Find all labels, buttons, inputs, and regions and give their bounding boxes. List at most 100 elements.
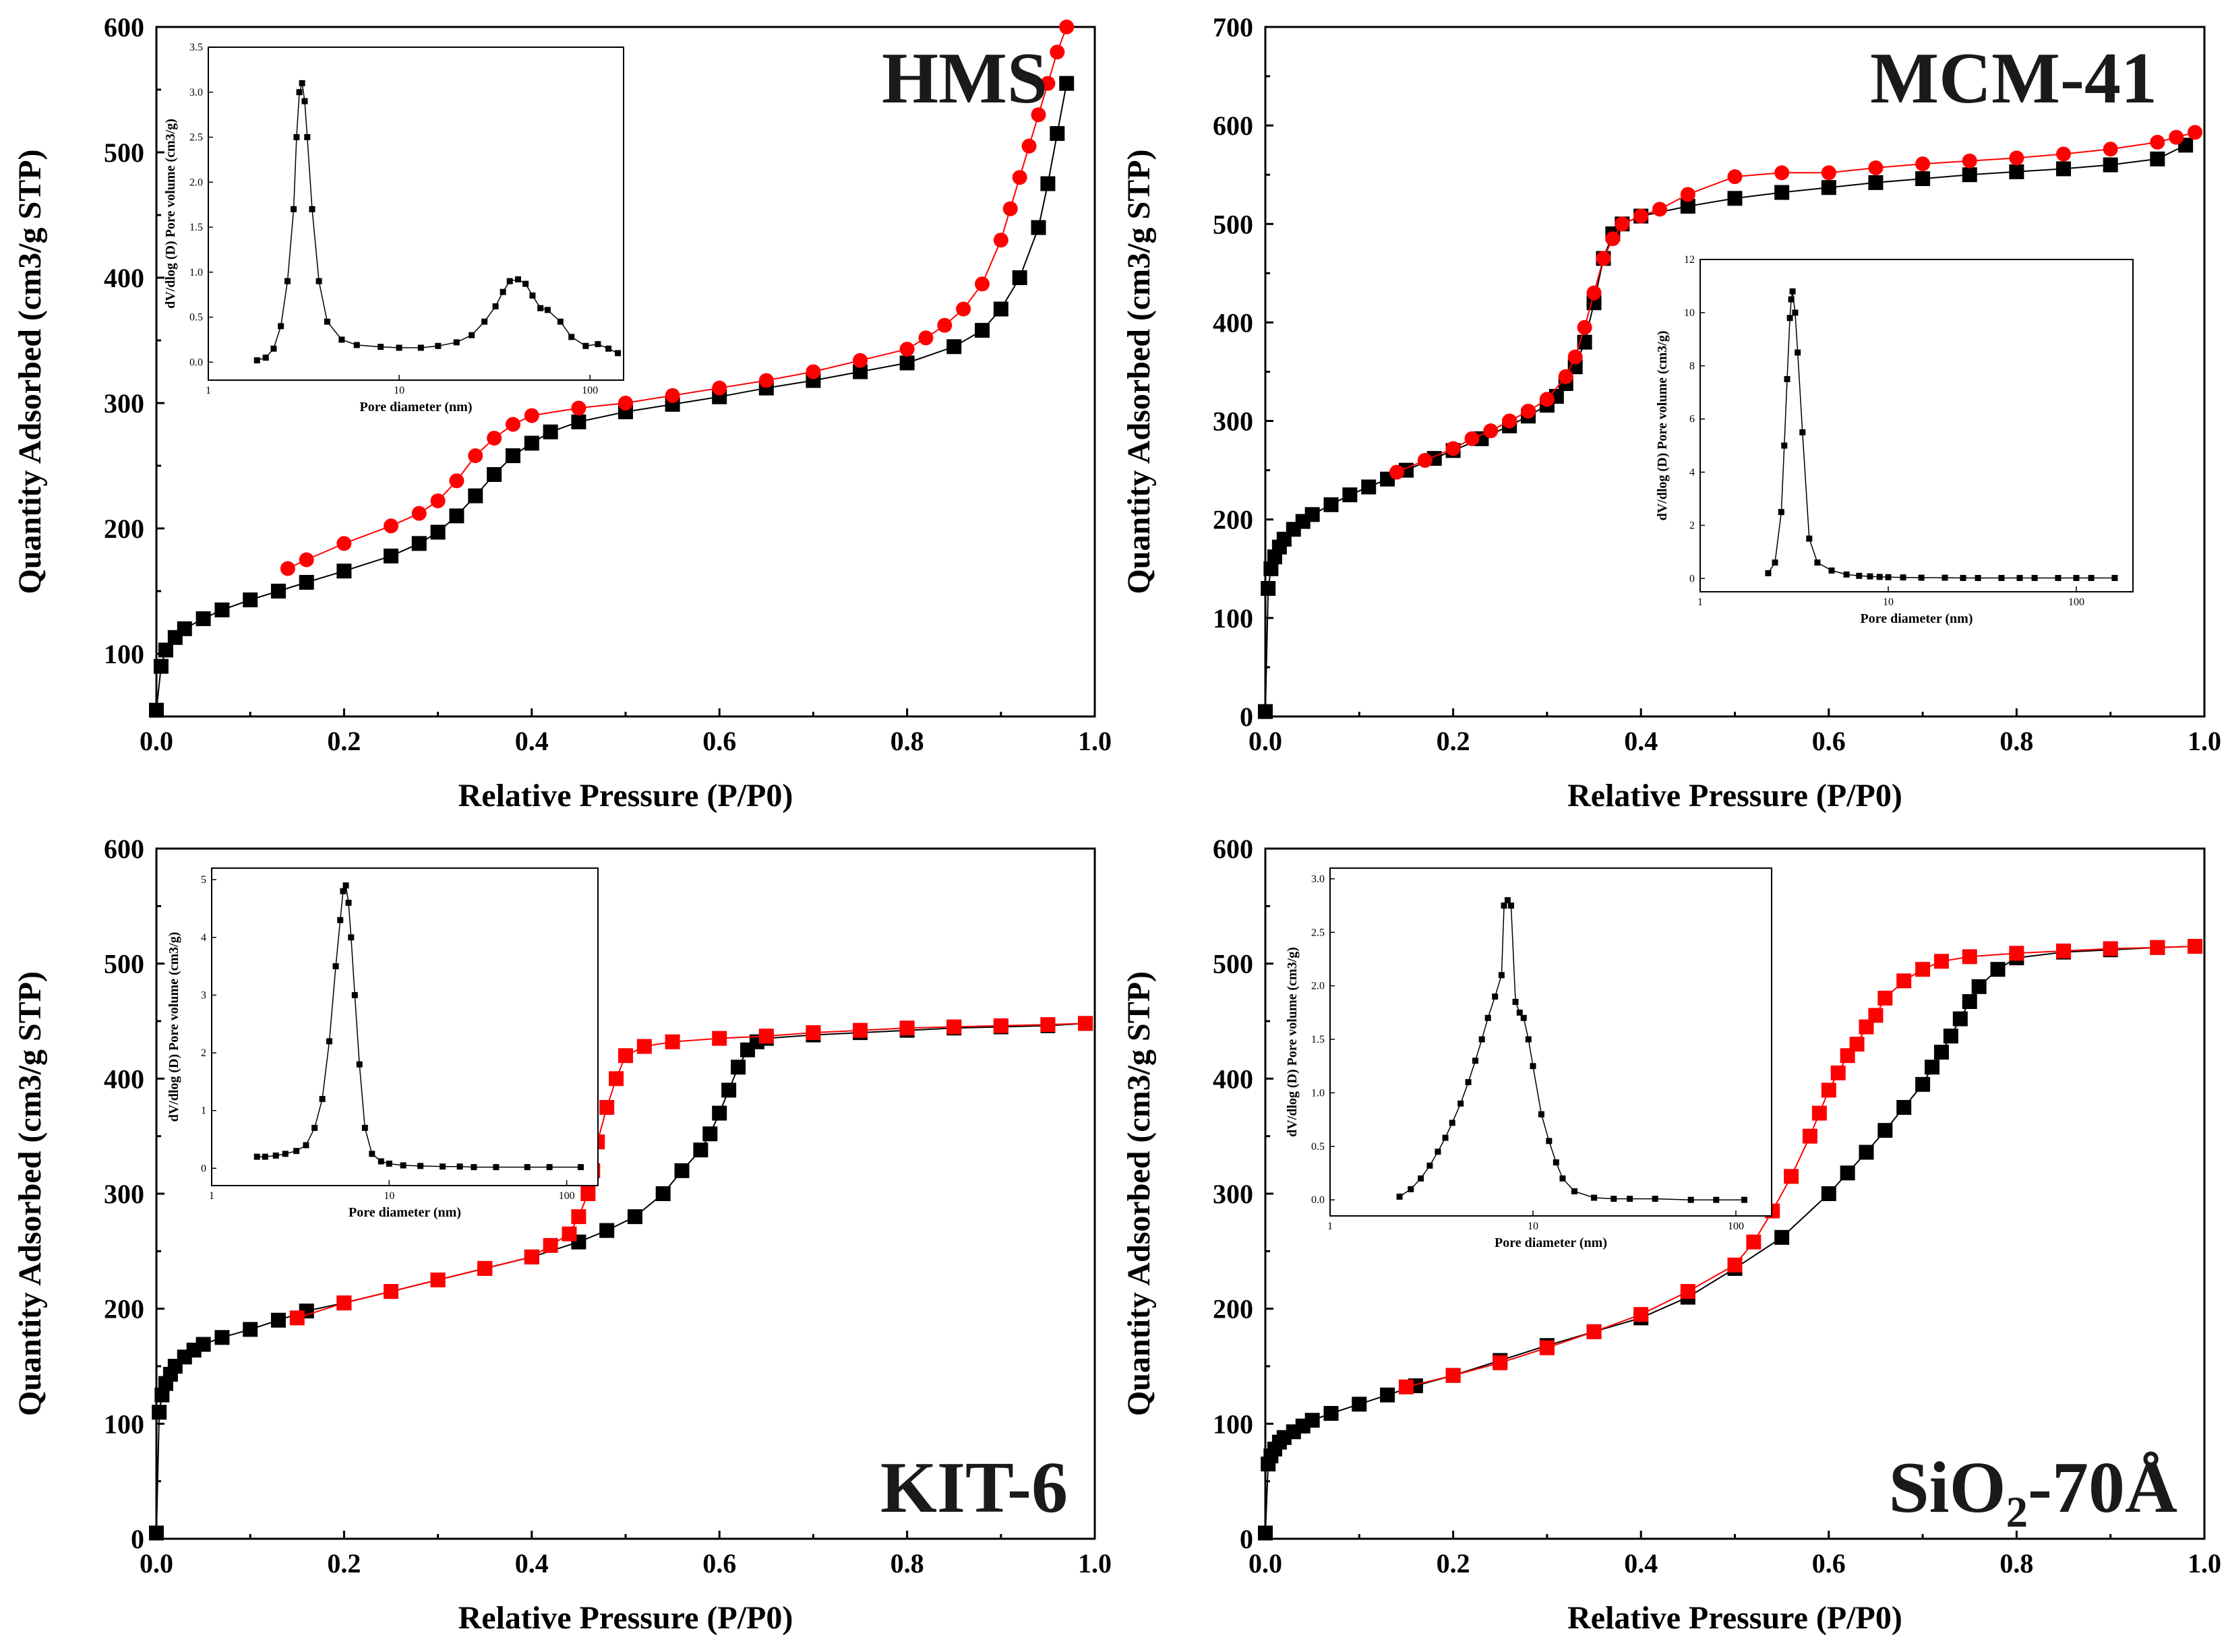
inset-y-axis-title: dV/dlog (D) Pore volume (cm3/g) — [1655, 331, 1670, 521]
adsorption-point — [430, 524, 446, 540]
desorption-point — [1933, 954, 1949, 969]
inset-point — [253, 1153, 260, 1160]
y-tick-label: 200 — [1213, 1294, 1253, 1324]
adsorption-point — [1261, 581, 1276, 596]
adsorption-point — [336, 563, 352, 579]
inset-point — [1765, 570, 1772, 576]
inset-y-axis-title: dV/dlog (D) Pore volume (cm3/g) — [163, 119, 178, 309]
y-tick-label: 200 — [104, 514, 144, 544]
inset-y-tick-label: 0 — [1689, 573, 1695, 584]
y-tick-label: 400 — [1213, 307, 1253, 338]
desorption-point — [1859, 1019, 1874, 1035]
inset-point — [1610, 1196, 1617, 1202]
adsorption-point — [1342, 487, 1358, 503]
inset-point — [293, 134, 300, 141]
inset-point — [303, 1142, 309, 1149]
inset-frame — [1329, 867, 1772, 1217]
adsorption-point — [1304, 507, 1320, 522]
inset-y-tick-label: 5 — [201, 874, 206, 886]
desorption-point — [2009, 150, 2024, 166]
inset-y-tick-label: 3.0 — [189, 87, 203, 98]
desorption-point — [2009, 946, 2024, 961]
inset-y-axis-title: dV/dlog (D) Pore volume (cm3/g) — [167, 932, 181, 1122]
inset-point — [1525, 1036, 1532, 1043]
inset-point — [2031, 574, 2038, 581]
desorption-point — [1680, 1284, 1695, 1299]
adsorption-point — [1323, 497, 1339, 512]
adsorption-point — [1962, 993, 1977, 1009]
inset-point — [2088, 574, 2095, 581]
desorption-point — [411, 506, 427, 521]
inset-point — [1538, 1111, 1544, 1118]
adsorption-point — [1680, 198, 1695, 214]
desorption-point — [1398, 1379, 1414, 1395]
inset-x-tick-label: 1 — [1697, 596, 1703, 608]
inset-point — [1784, 375, 1790, 382]
adsorption-point — [243, 1322, 258, 1337]
adsorption-point — [946, 339, 962, 355]
desorption-point — [430, 1273, 446, 1287]
y-tick-label: 400 — [104, 1064, 144, 1094]
y-axis-title: Quantity Adsorbed (cm3/g STP) — [12, 971, 48, 1416]
adsorption-point — [149, 1525, 164, 1541]
desorption-point — [477, 1260, 493, 1276]
inset-point — [386, 1160, 392, 1167]
desorption-point — [1811, 1105, 1827, 1121]
adsorption-point — [505, 448, 520, 464]
inset-x-axis-title: Pore diameter (nm) — [349, 1205, 461, 1220]
adsorption-point — [1943, 1029, 1958, 1044]
inset-x-tick-label: 100 — [2068, 596, 2084, 608]
desorption-point — [524, 1249, 539, 1264]
inset-point — [1559, 1175, 1566, 1182]
inset-y-tick-label: 4 — [1689, 467, 1695, 479]
panel-label: HMS — [882, 38, 1048, 119]
adsorption-point — [731, 1060, 746, 1075]
adsorption-point — [1380, 1387, 1395, 1403]
desorption-point — [1633, 1307, 1649, 1322]
desorption-point — [806, 364, 821, 379]
inset-point — [345, 899, 352, 906]
inset-point — [1786, 315, 1793, 322]
inset-chart: 1 10 100 0.0 0.5 1.0 1.5 2.0 2.5 3.0 Pore diameter… — [1285, 867, 1772, 1250]
y-axis-title: Quantity Adsorbed (cm3/g STP) — [1121, 971, 1157, 1416]
desorption-point — [430, 493, 446, 509]
inset-point — [1806, 535, 1813, 542]
x-axis-title: Relative Pressure (P/P0) — [458, 778, 793, 814]
inset-point — [557, 318, 564, 325]
inset-chart: 1 10 100 0 1 2 3 4 5 Pore diameter (nm) dV/dlog (D… — [167, 867, 599, 1220]
desorption-point — [1567, 349, 1583, 365]
desorption-point — [1021, 138, 1037, 154]
x-tick-label: 1.0 — [1078, 1548, 1112, 1579]
desorption-point — [1774, 165, 1790, 181]
inset-point — [1478, 1036, 1485, 1043]
desorption-point — [1830, 1065, 1846, 1080]
y-tick-label: 100 — [104, 639, 144, 669]
inset-point — [417, 1163, 424, 1169]
adsorption-point — [384, 548, 398, 563]
desorption-point — [1539, 1340, 1555, 1355]
adsorption-point — [899, 355, 915, 371]
inset-point — [356, 1061, 363, 1068]
adsorption-point — [853, 364, 868, 379]
desorption-point — [505, 417, 520, 432]
inset-y-tick-label: 0.5 — [1311, 1141, 1325, 1153]
desorption-point — [1078, 1016, 1093, 1031]
desorption-point — [384, 518, 398, 534]
inset-point — [537, 305, 544, 311]
inset-point — [301, 98, 308, 104]
inset-y-tick-label: 1.5 — [189, 222, 203, 233]
inset-point — [471, 1164, 477, 1171]
inset-point — [396, 344, 402, 351]
inset-x-tick-label: 10 — [384, 1190, 394, 1202]
adsorption-point — [149, 702, 164, 718]
inset-x-tick-label: 1 — [209, 1190, 214, 1202]
desorption-point — [1962, 949, 1977, 965]
adsorption-point — [524, 435, 539, 451]
desorption-point — [618, 1048, 633, 1064]
adsorption-point — [974, 323, 990, 338]
desorption-point — [758, 1029, 774, 1044]
inset-point — [568, 334, 575, 340]
desorption-point — [853, 1022, 868, 1038]
y-tick-label: 400 — [1213, 1064, 1253, 1094]
inset-point — [605, 345, 612, 352]
